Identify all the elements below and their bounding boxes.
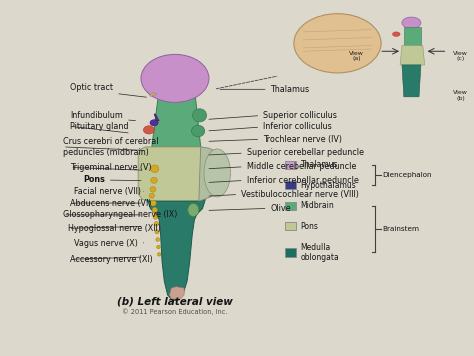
Text: Glossopharyngeal nerve (IX): Glossopharyngeal nerve (IX) — [63, 210, 177, 219]
FancyBboxPatch shape — [285, 161, 296, 169]
Ellipse shape — [392, 32, 400, 36]
Text: Abducens nerve (VI): Abducens nerve (VI) — [70, 199, 152, 208]
Ellipse shape — [156, 245, 160, 249]
Ellipse shape — [151, 165, 159, 173]
FancyBboxPatch shape — [285, 248, 296, 257]
Polygon shape — [138, 147, 209, 201]
FancyBboxPatch shape — [285, 181, 296, 189]
Polygon shape — [154, 114, 159, 121]
Text: Trochlear nerve (IV): Trochlear nerve (IV) — [209, 135, 342, 144]
Ellipse shape — [294, 14, 381, 73]
Text: Trigeminal nerve (V): Trigeminal nerve (V) — [70, 163, 152, 172]
Text: Olive: Olive — [209, 204, 291, 213]
Text: Pituitary gland: Pituitary gland — [70, 122, 129, 133]
Text: View
(b): View (b) — [453, 90, 468, 101]
Polygon shape — [149, 93, 156, 96]
Polygon shape — [199, 147, 227, 201]
Text: Inferior colliculus: Inferior colliculus — [209, 122, 332, 131]
Ellipse shape — [153, 214, 158, 219]
Polygon shape — [400, 46, 425, 65]
Ellipse shape — [155, 230, 159, 234]
Text: Diencephalon: Diencephalon — [382, 172, 431, 178]
Text: Optic tract: Optic tract — [70, 83, 146, 97]
Ellipse shape — [151, 177, 157, 183]
FancyBboxPatch shape — [285, 222, 296, 230]
Text: Hypoglossal nerve (XII): Hypoglossal nerve (XII) — [68, 224, 161, 233]
Text: View
(c): View (c) — [453, 51, 468, 61]
Text: View
(a): View (a) — [349, 51, 364, 61]
Polygon shape — [404, 27, 421, 46]
Text: Thalamus: Thalamus — [301, 160, 338, 169]
Ellipse shape — [149, 193, 155, 198]
Text: Middle cerebellar peduncle: Middle cerebellar peduncle — [209, 162, 356, 171]
Text: Facial nerve (VII): Facial nerve (VII) — [74, 187, 144, 196]
Text: Crus cerebri of cerebral
peduncles (midbrain): Crus cerebri of cerebral peduncles (midb… — [63, 137, 158, 157]
Text: (b) Left lateral view: (b) Left lateral view — [117, 297, 233, 307]
Text: Superior cerebellar peduncle: Superior cerebellar peduncle — [209, 148, 364, 157]
FancyBboxPatch shape — [285, 202, 296, 210]
Ellipse shape — [141, 54, 209, 102]
Ellipse shape — [402, 17, 421, 28]
Ellipse shape — [154, 221, 158, 226]
Text: Thalamus: Thalamus — [220, 85, 310, 94]
Ellipse shape — [191, 125, 205, 137]
Polygon shape — [147, 199, 205, 300]
Ellipse shape — [152, 207, 157, 213]
Text: Hypothalamus: Hypothalamus — [301, 181, 356, 190]
Ellipse shape — [150, 200, 156, 206]
Text: Accessory nerve (XI): Accessory nerve (XI) — [70, 255, 153, 264]
Text: © 2011 Pearson Education, Inc.: © 2011 Pearson Education, Inc. — [122, 308, 228, 315]
Polygon shape — [402, 65, 421, 97]
Ellipse shape — [188, 203, 199, 216]
Text: Medulla
oblongata: Medulla oblongata — [301, 243, 339, 262]
Polygon shape — [169, 287, 184, 299]
Text: Brainstem: Brainstem — [382, 226, 419, 232]
Text: Superior colliculus: Superior colliculus — [209, 111, 337, 120]
Ellipse shape — [143, 126, 155, 134]
Ellipse shape — [150, 187, 156, 192]
Ellipse shape — [192, 109, 207, 122]
Ellipse shape — [157, 252, 161, 256]
Polygon shape — [152, 95, 201, 147]
Text: Inferior cerebellar peduncle: Inferior cerebellar peduncle — [209, 176, 358, 185]
Text: Vagus nerve (X): Vagus nerve (X) — [74, 239, 144, 248]
Text: Vestibulocochlear nerve (VIII): Vestibulocochlear nerve (VIII) — [209, 190, 359, 199]
Text: Pons: Pons — [301, 222, 319, 231]
Ellipse shape — [204, 149, 230, 197]
Text: Pons: Pons — [83, 175, 141, 184]
Text: Infundibulum: Infundibulum — [70, 111, 136, 121]
Ellipse shape — [150, 120, 158, 126]
Text: Midbrain: Midbrain — [301, 201, 334, 210]
Ellipse shape — [156, 237, 160, 241]
